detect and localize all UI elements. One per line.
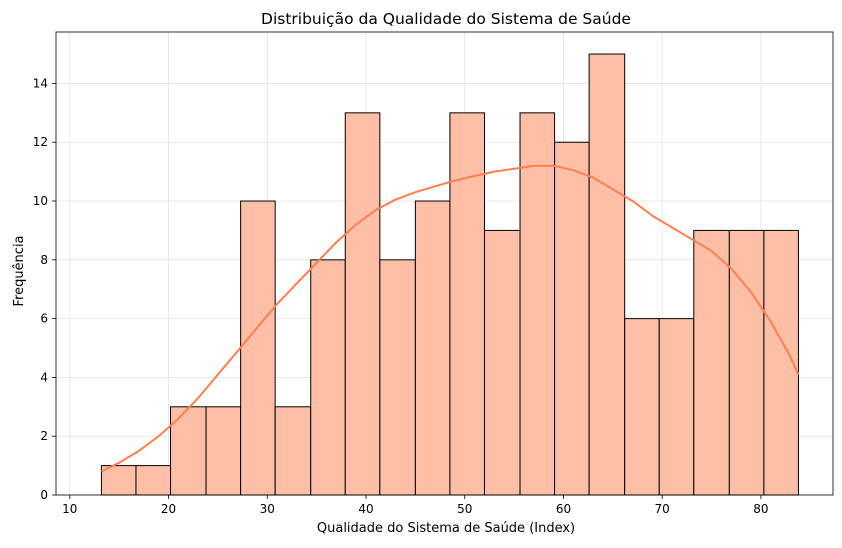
- kde-line: [100, 164, 800, 473]
- histogram-bars: [100, 53, 799, 496]
- x-axis-label: Qualidade do Sistema de Saúde (Index): [317, 521, 575, 536]
- histogram-bar: [483, 229, 521, 496]
- y-tick-label: 6: [40, 312, 48, 326]
- x-tick-label: 10: [62, 502, 77, 516]
- y-tick-label: 10: [33, 194, 48, 208]
- y-axis-label: Frequência: [12, 235, 27, 306]
- histogram-bar: [519, 112, 556, 496]
- x-tick-label: 20: [161, 502, 176, 516]
- histogram-bar: [588, 53, 626, 496]
- histogram-bar: [449, 112, 485, 496]
- x-tick-label: 60: [556, 502, 571, 516]
- x-tick-label: 30: [260, 502, 275, 516]
- y-axis-ticks: 0 2 4 6 8 10 12 14: [33, 76, 56, 502]
- histogram-bar: [658, 318, 695, 496]
- histogram-bar: [274, 406, 312, 496]
- y-tick-label: 12: [33, 135, 48, 149]
- histogram-bar: [240, 200, 276, 496]
- x-tick-label: 50: [457, 502, 472, 516]
- y-tick-label: 0: [40, 488, 48, 502]
- histogram-bar: [414, 200, 451, 496]
- y-tick-label: 4: [40, 370, 48, 384]
- x-tick-label: 80: [753, 502, 768, 516]
- histogram-bar: [135, 465, 172, 496]
- y-tick-label: 14: [33, 76, 48, 90]
- histogram-bar: [344, 112, 381, 496]
- x-axis-ticks: 10 20 30 40 50 60 70 80: [62, 495, 769, 516]
- chart-title: Distribuição da Qualidade do Sistema de …: [261, 10, 631, 28]
- y-tick-label: 8: [40, 253, 48, 267]
- x-tick-label: 70: [655, 502, 670, 516]
- histogram-bar: [624, 318, 660, 496]
- x-tick-label: 40: [358, 502, 373, 516]
- histogram-bar: [693, 229, 730, 496]
- histogram-bar: [554, 141, 590, 496]
- histogram-bar: [379, 259, 416, 496]
- histogram-bar: [205, 406, 242, 496]
- histogram-bar: [728, 229, 765, 496]
- histogram-bar: [310, 259, 346, 496]
- plot-frame: [55, 31, 834, 496]
- y-tick-label: 2: [40, 429, 48, 443]
